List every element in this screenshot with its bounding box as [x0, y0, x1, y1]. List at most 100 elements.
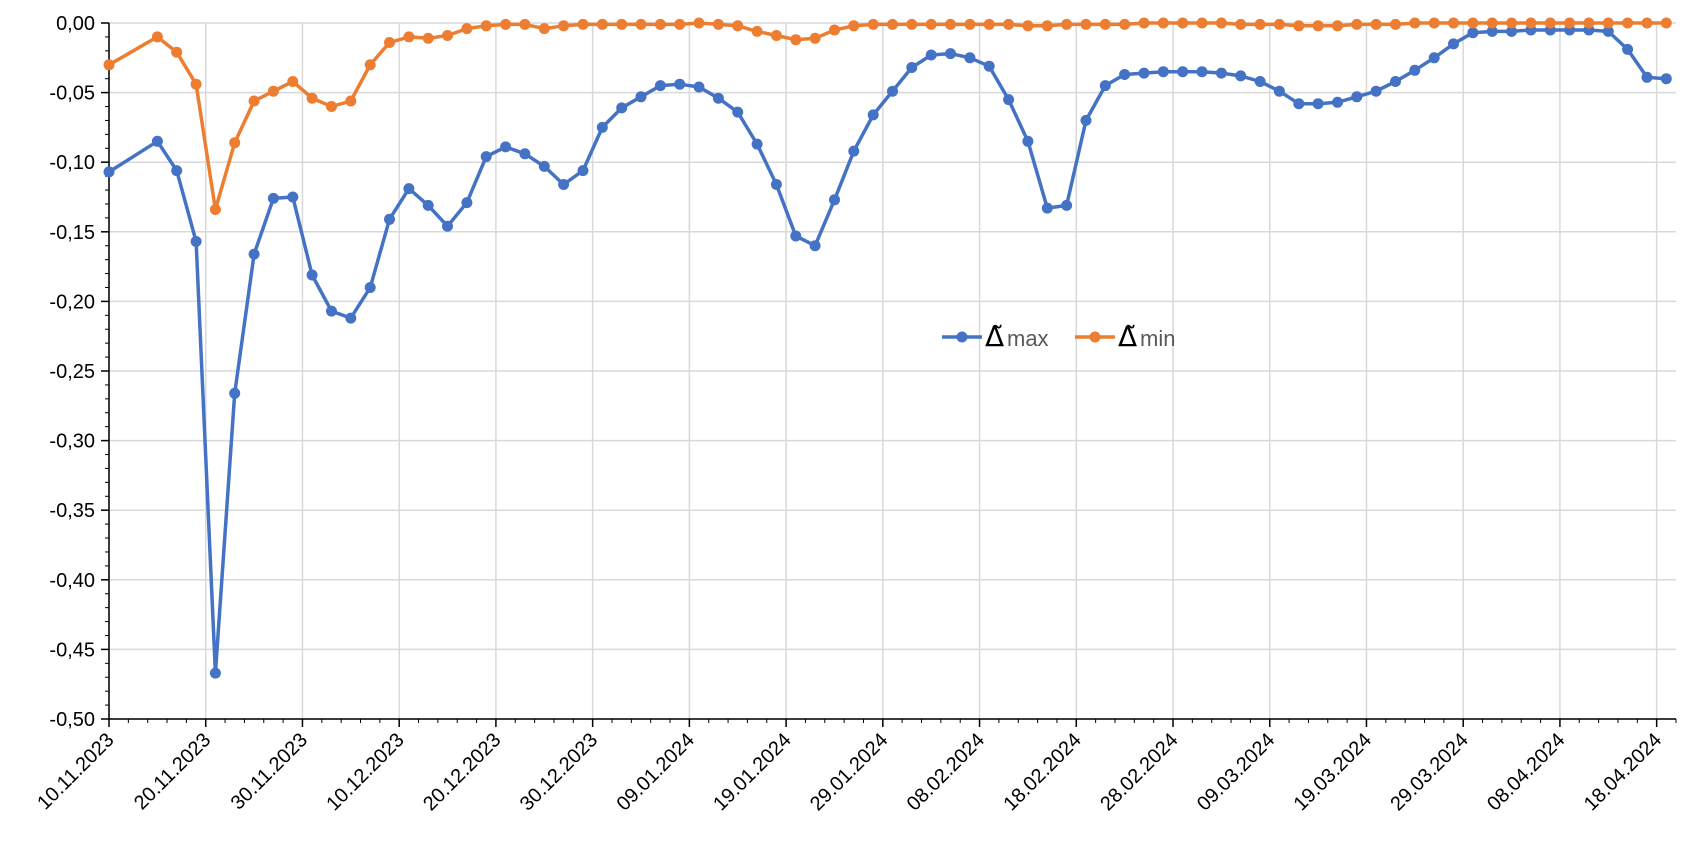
- data-point-max: [151, 135, 163, 147]
- data-point-max: [1486, 25, 1498, 37]
- data-point-min: [964, 18, 976, 30]
- data-point-max: [1428, 52, 1440, 64]
- data-point-min: [1602, 17, 1614, 29]
- data-point-min: [1641, 17, 1653, 29]
- data-point-max: [1641, 71, 1653, 83]
- y-tick-label: -0,45: [49, 639, 95, 661]
- data-point-max: [964, 52, 976, 64]
- data-point-min: [1022, 20, 1034, 32]
- y-tick-label: -0,50: [49, 709, 95, 731]
- data-point-max: [345, 312, 357, 324]
- data-point-max: [1022, 135, 1034, 147]
- legend-label-max: max: [1007, 326, 1049, 351]
- data-point-min: [364, 59, 376, 71]
- data-point-max: [1332, 96, 1343, 108]
- data-point-max: [500, 141, 512, 153]
- data-point-min: [287, 76, 299, 87]
- data-point-min: [1312, 20, 1324, 32]
- data-point-min: [1041, 20, 1053, 32]
- data-point-max: [480, 151, 492, 163]
- data-point-min: [1622, 17, 1634, 29]
- data-point-max: [1390, 76, 1401, 87]
- y-tick-label: -0,15: [49, 222, 95, 244]
- data-point-min: [1448, 17, 1459, 29]
- data-point-min: [945, 18, 956, 30]
- data-point-min: [1177, 17, 1189, 29]
- y-tick-label: -0,20: [49, 291, 95, 313]
- data-point-min: [384, 37, 395, 48]
- data-point-min: [461, 23, 473, 35]
- y-tick-label: 0,00: [56, 13, 95, 35]
- data-point-max: [422, 199, 434, 211]
- data-point-max: [906, 62, 918, 73]
- series-layer: [103, 17, 1672, 679]
- data-point-max: [712, 92, 724, 104]
- data-point-max: [809, 240, 821, 252]
- y-tick-label: -0,05: [49, 83, 95, 105]
- data-point-max: [364, 282, 376, 293]
- data-point-max: [1293, 98, 1305, 110]
- data-point-min: [1235, 18, 1247, 30]
- y-tick-label: -0,25: [49, 361, 95, 383]
- data-point-min: [1254, 18, 1266, 30]
- data-point-max: [287, 191, 299, 203]
- data-point-max: [1177, 66, 1189, 78]
- data-point-min: [1525, 17, 1537, 29]
- data-point-max: [577, 165, 589, 177]
- data-point-max: [1138, 67, 1150, 79]
- data-point-max: [1602, 25, 1614, 37]
- data-point-min: [1409, 17, 1421, 29]
- data-point-max: [209, 667, 221, 679]
- data-point-min: [1486, 17, 1498, 29]
- data-point-min: [1351, 18, 1363, 30]
- legend-symbol-max: Δ̃: [985, 320, 1004, 353]
- data-point-max: [790, 230, 802, 242]
- data-point-max: [1254, 76, 1266, 87]
- data-point-min: [403, 31, 415, 43]
- data-point-min: [1003, 18, 1015, 30]
- data-point-min: [712, 18, 724, 30]
- data-point-min: [1564, 17, 1576, 29]
- data-point-min: [1196, 17, 1208, 29]
- legend-marker-max: [956, 331, 968, 343]
- data-point-min: [1215, 17, 1227, 29]
- data-point-max: [1506, 25, 1518, 37]
- legend-label-min: min: [1140, 326, 1175, 351]
- data-point-max: [1080, 114, 1092, 126]
- data-point-max: [306, 269, 318, 281]
- data-point-max: [887, 85, 898, 97]
- data-point-max: [635, 91, 647, 103]
- data-point-max: [770, 179, 782, 190]
- data-point-max: [384, 213, 395, 225]
- data-point-min: [1061, 18, 1073, 30]
- data-point-min: [248, 95, 260, 107]
- data-point-min: [1467, 17, 1479, 29]
- series-min: [103, 17, 1672, 215]
- data-point-min: [732, 20, 744, 32]
- data-point-max: [190, 236, 202, 247]
- legend-entry-max: Δ̃ max: [942, 320, 1049, 353]
- data-point-min: [867, 18, 879, 30]
- data-point-min: [538, 23, 550, 35]
- data-point-max: [983, 60, 995, 72]
- data-point-max: [1157, 66, 1169, 78]
- data-point-max: [1061, 199, 1073, 211]
- data-point-min: [577, 18, 589, 30]
- data-point-min: [751, 25, 763, 37]
- data-point-min: [1273, 18, 1285, 30]
- y-tick-label: -0,30: [49, 431, 95, 453]
- data-point-max: [693, 81, 705, 93]
- data-point-max: [1003, 94, 1015, 106]
- legend-symbol-min: Δ̃: [1118, 320, 1137, 353]
- data-point-min: [906, 18, 918, 30]
- data-point-min: [209, 204, 221, 215]
- y-tick-label: -0,35: [49, 500, 95, 522]
- data-point-min: [306, 92, 318, 104]
- data-point-min: [654, 18, 666, 30]
- data-point-min: [1370, 18, 1382, 30]
- data-point-max: [267, 192, 279, 204]
- data-point-max: [829, 194, 840, 206]
- data-point-min: [596, 18, 608, 30]
- axes: [101, 22, 1677, 727]
